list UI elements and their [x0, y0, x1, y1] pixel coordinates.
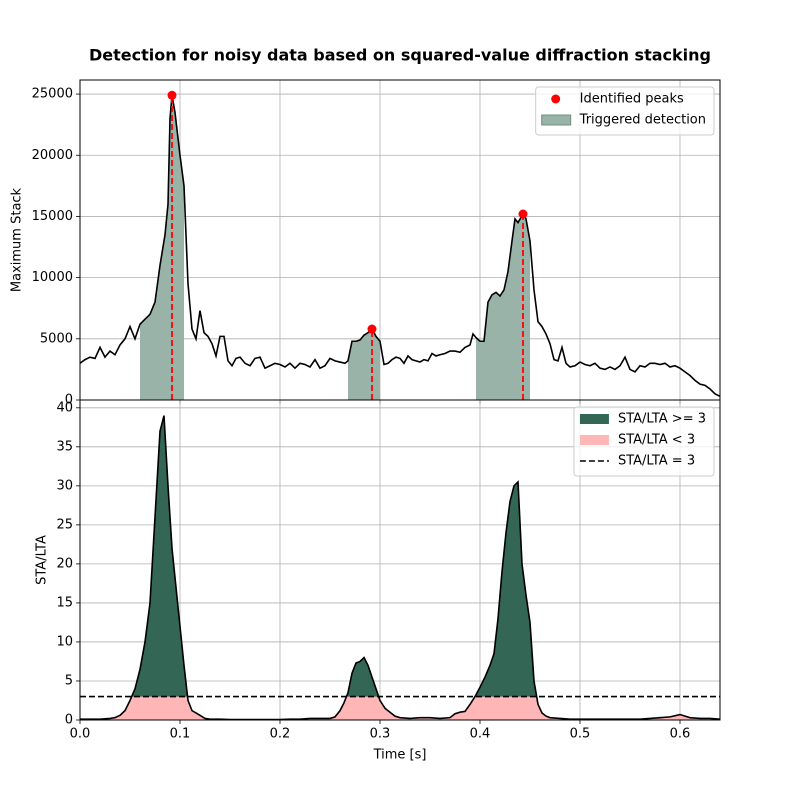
legend-patch: [579, 414, 609, 424]
legend-box: [573, 406, 715, 477]
peak-marker: [367, 324, 377, 334]
legend-label: Triggered detection: [579, 113, 706, 128]
x-tick-label: 0.6: [670, 727, 691, 742]
peak-marker: [518, 209, 528, 219]
legend-label: STA/LTA >= 3: [618, 412, 706, 427]
x-tick-label: 0.0: [70, 727, 91, 742]
y-tick-label: 10000: [32, 270, 73, 285]
detection-area: [140, 95, 184, 400]
y-axis-label: STA/LTA: [35, 535, 50, 585]
x-tick-label: 0.5: [570, 727, 591, 742]
legend-patch: [541, 114, 572, 126]
y-tick-label: 20: [56, 556, 73, 571]
y-tick-label: 15000: [32, 209, 73, 224]
x-tick-label: 0.4: [470, 727, 491, 742]
y-tick-label: 40: [56, 400, 73, 415]
legend-label: STA/LTA = 3: [618, 454, 695, 469]
detection-area: [476, 213, 530, 400]
detection-area: [348, 328, 380, 400]
data-line: [80, 415, 720, 720]
plot-area: [80, 415, 720, 720]
x-axis-label: Time [s]: [373, 748, 427, 763]
y-tick-label: 25000: [32, 87, 73, 102]
legend-marker: [551, 94, 561, 104]
legend-label: STA/LTA < 3: [618, 433, 695, 448]
data-line: [80, 95, 720, 398]
axes-frame: [79, 399, 721, 721]
y-axis-label: Maximum Stack: [10, 187, 25, 292]
y-tick-label: 35: [56, 439, 73, 454]
x-tick-label: 0.3: [370, 727, 391, 742]
y-tick-label: 0: [65, 393, 73, 408]
plot-area: [80, 95, 720, 400]
y-tick-label: 5000: [40, 331, 73, 346]
below-threshold-area: [80, 696, 720, 720]
legend: Identified peaks Triggered detection: [535, 86, 715, 136]
x-tick-label: 0.1: [170, 727, 191, 742]
y-tick-label: 30: [56, 478, 73, 493]
y-tick-label: 15: [56, 595, 73, 610]
y-tick-label: 25: [56, 517, 73, 532]
chart-title: Detection for noisy data based on square…: [89, 46, 711, 65]
y-tick-label: 10: [56, 634, 73, 649]
x-tick-label: 0.2: [270, 727, 291, 742]
legend-label: Identified peaks: [580, 92, 684, 107]
legend-patch: [579, 435, 609, 445]
y-tick-label: 20000: [32, 148, 73, 163]
legend: STA/LTA >= 3 STA/LTA < 3 STA/LTA = 3: [573, 406, 715, 477]
y-tick-label: 5: [65, 673, 73, 688]
above-threshold-area: [131, 415, 537, 697]
y-tick-label: 0: [65, 713, 73, 728]
legend-box: [535, 86, 715, 136]
peak-marker: [167, 90, 177, 100]
